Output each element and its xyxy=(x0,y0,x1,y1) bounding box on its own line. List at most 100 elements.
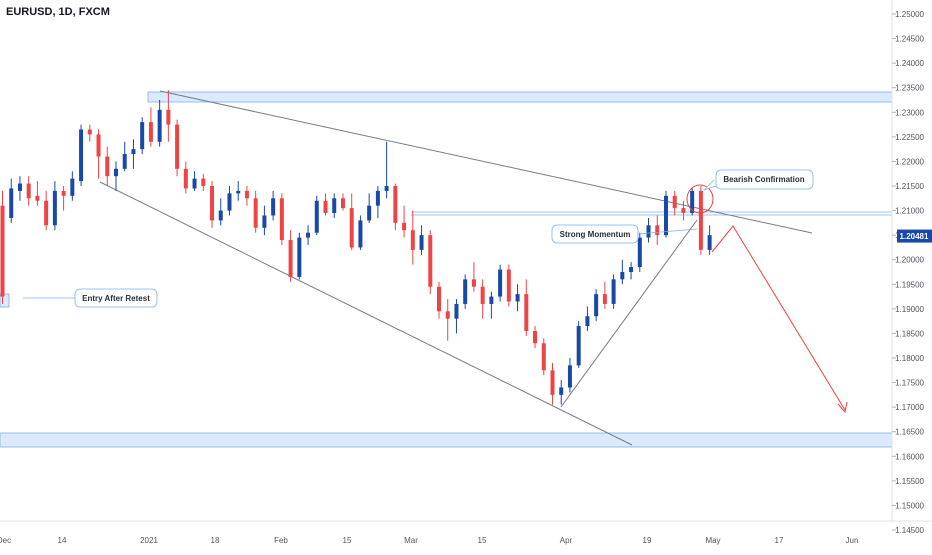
candle-body xyxy=(585,316,590,327)
candle-body xyxy=(402,222,407,231)
current-price-label: 1.20481 xyxy=(900,232,929,241)
price-tick-label: 1.18500 xyxy=(895,329,924,338)
candle-body xyxy=(428,235,433,287)
candle-body xyxy=(629,267,634,272)
candle xyxy=(26,176,31,206)
candle xyxy=(262,205,267,236)
candle-body xyxy=(332,198,337,214)
current-price-tag: 1.20481 xyxy=(897,229,932,243)
candle-body xyxy=(131,149,136,155)
candle-body xyxy=(79,129,84,182)
price-tick-label: 1.22000 xyxy=(895,157,924,166)
candle-body xyxy=(576,326,581,366)
candle-body xyxy=(297,237,302,277)
candle xyxy=(698,186,703,255)
candle xyxy=(323,193,328,216)
candle-body xyxy=(44,200,49,226)
candle-body xyxy=(506,269,511,302)
candle xyxy=(463,274,468,309)
candle-body xyxy=(602,294,607,304)
time-tick-label: Feb xyxy=(274,536,288,545)
candle-body xyxy=(489,296,494,304)
candle-body xyxy=(262,215,267,228)
candle xyxy=(358,215,363,250)
candle xyxy=(629,262,634,280)
time-tick-label: Mar xyxy=(404,536,418,545)
price-tick-label: 1.23000 xyxy=(895,108,924,117)
candle-body xyxy=(306,232,311,238)
candle xyxy=(349,193,354,250)
candle xyxy=(489,291,494,319)
price-tick-label: 1.25000 xyxy=(895,10,924,19)
candle-body xyxy=(113,168,118,177)
candle xyxy=(585,306,590,331)
candle-body xyxy=(454,303,459,319)
candle-body xyxy=(340,198,345,209)
candle xyxy=(541,338,546,376)
candle xyxy=(35,181,40,206)
candle-body xyxy=(367,205,372,221)
price-tick-label: 1.23500 xyxy=(895,84,924,93)
candle xyxy=(559,380,564,405)
candle xyxy=(157,100,162,147)
candle xyxy=(690,188,695,216)
candle-body xyxy=(201,178,206,186)
candle xyxy=(314,195,319,236)
candle-body xyxy=(611,279,616,304)
candle xyxy=(576,321,581,368)
candle-body xyxy=(279,198,284,241)
candle-body xyxy=(166,109,171,125)
bearish-callout: Bearish Confirmation xyxy=(703,169,814,191)
candle xyxy=(9,178,14,223)
candle xyxy=(367,193,372,223)
candle-body xyxy=(157,109,162,142)
candle-body xyxy=(26,183,31,199)
symbol-title: EURUSD, 1D, FXCM xyxy=(6,6,110,18)
candle-body xyxy=(533,330,538,344)
candle-body xyxy=(410,230,415,250)
candle xyxy=(192,171,197,191)
candle-body xyxy=(567,365,572,388)
candle-body xyxy=(541,343,546,371)
candle-body xyxy=(140,122,145,150)
candle xyxy=(620,259,625,285)
price-axis[interactable]: 1.25000 1.24500 1.24000 1.23500 1.23000 1.225… xyxy=(892,10,925,535)
candle-body xyxy=(105,156,110,177)
candle xyxy=(70,171,75,201)
candle xyxy=(148,107,153,147)
candle-body xyxy=(384,186,389,191)
candle xyxy=(253,190,258,233)
candle-body xyxy=(35,195,40,201)
candle xyxy=(306,225,311,245)
price-tick-label: 1.16000 xyxy=(895,452,924,461)
candle xyxy=(672,190,677,216)
time-tick-label: 17 xyxy=(775,536,784,545)
time-axis[interactable]: Dec 14 2021 18 Feb 15 Mar 15 Apr 19 May 17 Jun xyxy=(0,536,858,545)
candle-body xyxy=(471,279,476,287)
candle xyxy=(0,190,5,304)
candle xyxy=(87,124,92,142)
candle xyxy=(471,262,476,292)
candle xyxy=(288,230,293,282)
candle xyxy=(419,225,424,255)
candle xyxy=(402,205,407,238)
candle xyxy=(210,181,215,228)
candle-body xyxy=(148,122,153,142)
candle-body xyxy=(192,178,197,189)
candle-body xyxy=(122,154,127,169)
lower-trendline xyxy=(99,181,633,446)
candle-body xyxy=(393,186,398,223)
candle xyxy=(410,210,415,265)
price-tick-label: 1.15000 xyxy=(895,501,924,510)
candle-body xyxy=(480,286,485,304)
candle xyxy=(236,181,241,201)
candle-body xyxy=(358,220,363,248)
price-tick-label: 1.20000 xyxy=(895,256,924,265)
candle xyxy=(175,119,180,177)
candle-body xyxy=(707,235,712,250)
candle xyxy=(244,186,249,206)
candle-body xyxy=(210,186,215,221)
candle-body xyxy=(236,190,241,194)
candle-body xyxy=(253,198,258,228)
